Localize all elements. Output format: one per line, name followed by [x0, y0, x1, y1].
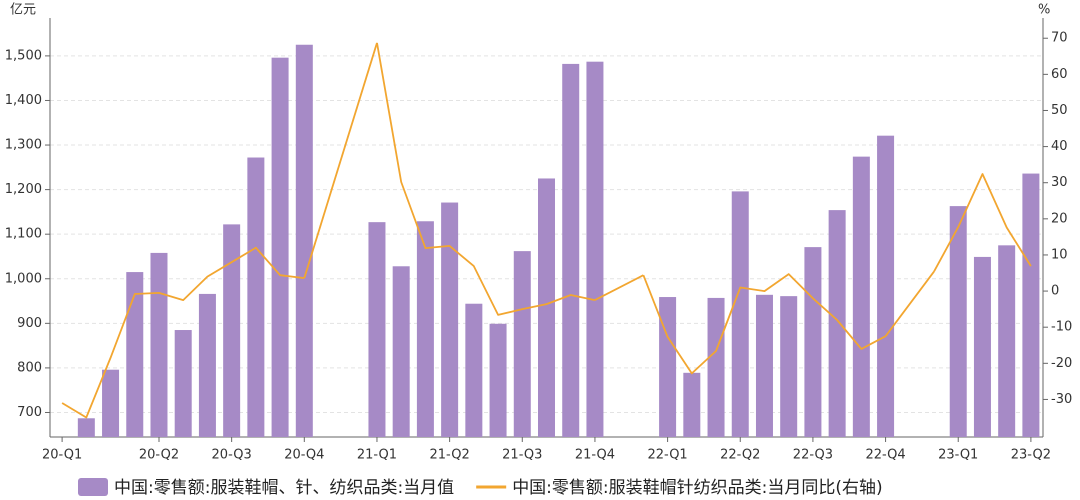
- y-tick-label: 1,100: [5, 227, 42, 242]
- x-tick-label: 20-Q1: [42, 448, 82, 463]
- x-tick-label: 21-Q3: [502, 448, 542, 463]
- bar: [998, 245, 1016, 437]
- legend-label: 中国:零售额:服装鞋帽针纺织品类:当月同比(右轴): [512, 478, 882, 498]
- bar: [973, 256, 991, 437]
- bar: [513, 251, 531, 437]
- bar: [465, 303, 483, 437]
- y2-tick-label: 70: [1051, 31, 1068, 46]
- line-series: [376, 42, 596, 316]
- bar: [731, 191, 749, 437]
- bar: [126, 272, 144, 437]
- bar: [755, 294, 773, 437]
- x-tick-label: 20-Q2: [139, 448, 179, 463]
- y2-tick-label: 40: [1051, 139, 1068, 154]
- legend-label: 中国:零售额:服装鞋帽、针、纺织品类:当月值: [114, 478, 454, 498]
- bar: [659, 297, 677, 437]
- bar: [102, 369, 120, 437]
- y-tick-label: 800: [17, 360, 42, 375]
- bar: [1022, 173, 1040, 438]
- y-tick-label: 700: [17, 405, 42, 420]
- bar: [198, 293, 216, 437]
- legend: 中国:零售额:服装鞋帽、针、纺织品类:当月值 中国:零售额:服装鞋帽针纺织品类:当…: [78, 478, 883, 498]
- x-tick-label: 22-Q4: [865, 448, 905, 463]
- y-tick-label: 1,500: [5, 48, 42, 63]
- y2-tick-label: 60: [1051, 67, 1068, 82]
- bar: [707, 297, 725, 437]
- y-unit: 亿元: [10, 3, 36, 18]
- bar: [441, 202, 459, 437]
- legend-swatch: [78, 478, 108, 496]
- line-series: [933, 173, 1032, 273]
- bar: [828, 210, 846, 437]
- bar: [416, 221, 434, 437]
- y2-tick-label: -30: [1051, 392, 1072, 407]
- y-tick-label: 1,400: [5, 93, 42, 108]
- x-tick-label: 20-Q4: [284, 448, 324, 463]
- x-tick-label: 21-Q4: [575, 448, 615, 463]
- line-gap-bridge: [884, 271, 935, 337]
- bar: [150, 252, 168, 437]
- y-tick-label: 1,000: [5, 271, 42, 286]
- bar: [368, 222, 386, 437]
- y2-tick-label: 0: [1051, 284, 1059, 299]
- bar: [271, 57, 289, 438]
- y2-tick-label: 30: [1051, 175, 1068, 190]
- y2-tick-label: 10: [1051, 247, 1068, 262]
- bar: [77, 418, 95, 437]
- bar: [780, 296, 798, 437]
- bar: [538, 178, 555, 437]
- bar: [223, 224, 241, 437]
- bar: [392, 266, 410, 437]
- x-tick-label: 23-Q2: [1011, 448, 1051, 463]
- x-tick-label: 20-Q3: [212, 448, 252, 463]
- x-tick-label: 21-Q2: [430, 448, 470, 463]
- bar: [852, 156, 870, 438]
- bar: [247, 157, 265, 438]
- line-series: [642, 273, 887, 375]
- bar: [295, 44, 313, 437]
- bar: [586, 61, 604, 437]
- y2-tick-label: -20: [1051, 356, 1072, 371]
- x-tick-label: 22-Q2: [720, 448, 760, 463]
- line-gap-bridge: [303, 42, 378, 279]
- y-tick-label: 1,300: [5, 138, 42, 153]
- bar: [877, 135, 895, 438]
- y2-tick-label: -10: [1051, 320, 1072, 335]
- bar: [174, 330, 192, 437]
- x-tick-label: 22-Q1: [647, 448, 687, 463]
- y2-tick-label: 20: [1051, 211, 1068, 226]
- bar: [949, 206, 967, 437]
- y-tick-label: 1,200: [5, 182, 42, 197]
- bar: [683, 372, 701, 437]
- bar: [562, 63, 580, 437]
- y2-unit: %: [1038, 3, 1050, 18]
- x-tick-label: 23-Q1: [938, 448, 978, 463]
- bar: [489, 323, 507, 437]
- line-series: [61, 246, 305, 419]
- bar: [804, 247, 822, 437]
- y2-tick-label: 50: [1051, 103, 1068, 118]
- line-gap-bridge: [594, 274, 644, 301]
- y-tick-label: 900: [17, 316, 42, 331]
- x-tick-label: 21-Q1: [357, 448, 397, 463]
- x-tick-label: 22-Q3: [793, 448, 833, 463]
